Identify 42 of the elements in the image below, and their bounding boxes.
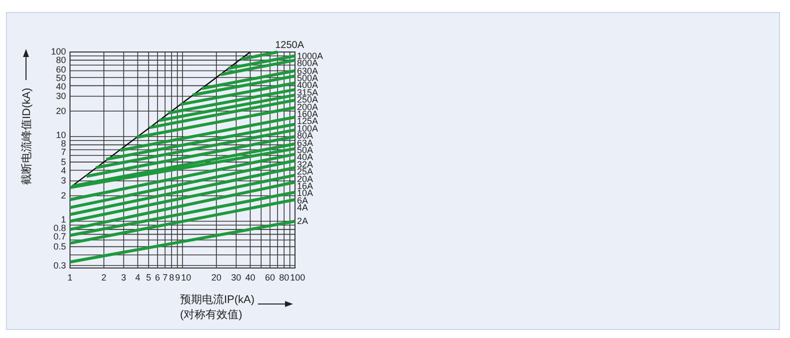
y-tick-label: 60 xyxy=(56,64,66,74)
y-tick-label: 40 xyxy=(56,81,66,92)
x-tick-label: 9 xyxy=(175,272,180,282)
x-tick-label: 7 xyxy=(162,272,168,282)
y-tick-label: 50 xyxy=(56,72,66,83)
y-tick-label: 0.7 xyxy=(53,232,66,242)
y-tick-label: 8 xyxy=(60,138,66,149)
x-tick-label: 4 xyxy=(135,272,140,282)
series-label: 800A xyxy=(297,58,318,68)
x-tick-label: 80 xyxy=(279,272,290,282)
y-tick-label: 0.8 xyxy=(53,223,66,234)
y-tick-label: 3 xyxy=(60,176,66,186)
x-tick-label: 1 xyxy=(67,272,73,282)
y-tick-label: 4 xyxy=(60,165,66,176)
x-tick-label: 8 xyxy=(169,272,174,282)
series-label: 4A xyxy=(297,202,308,213)
x-tick-label: 5 xyxy=(146,272,152,282)
y-tick-label: 20 xyxy=(56,106,66,116)
y-tick-label: 1 xyxy=(60,214,66,225)
x-tick-label: 3 xyxy=(121,272,126,282)
series-label: 1250A xyxy=(275,40,304,51)
series-label: 1000A xyxy=(297,50,324,61)
x-tick-label: 30 xyxy=(231,272,242,282)
x-tick-label: 20 xyxy=(211,272,222,282)
x-tick-label: 10 xyxy=(181,272,192,282)
x-tick-label: 40 xyxy=(245,272,256,282)
y-tick-label: 7 xyxy=(60,147,66,158)
y-tick-label: 100 xyxy=(50,46,66,57)
series-label: 2A xyxy=(297,216,308,226)
x-tick-label: 60 xyxy=(265,272,276,282)
x-axis-title: 预期电流IP(kA) (对称有效值) xyxy=(180,293,255,321)
y-tick-label: 10 xyxy=(56,130,66,140)
y-tick-label: 30 xyxy=(56,91,66,102)
y-tick-label: 5 xyxy=(60,156,66,167)
y-axis-title: 截断电流峰值ID(kA) xyxy=(20,88,33,185)
y-tick-label: 0.5 xyxy=(53,242,66,252)
x-tick-label: 100 xyxy=(290,272,306,282)
y-tick-label: 80 xyxy=(56,55,66,66)
y-tick-label: 0.3 xyxy=(53,260,66,270)
x-tick-label: 2 xyxy=(101,272,106,282)
y-tick-label: 2 xyxy=(60,190,66,201)
x-tick-label: 6 xyxy=(155,272,160,282)
